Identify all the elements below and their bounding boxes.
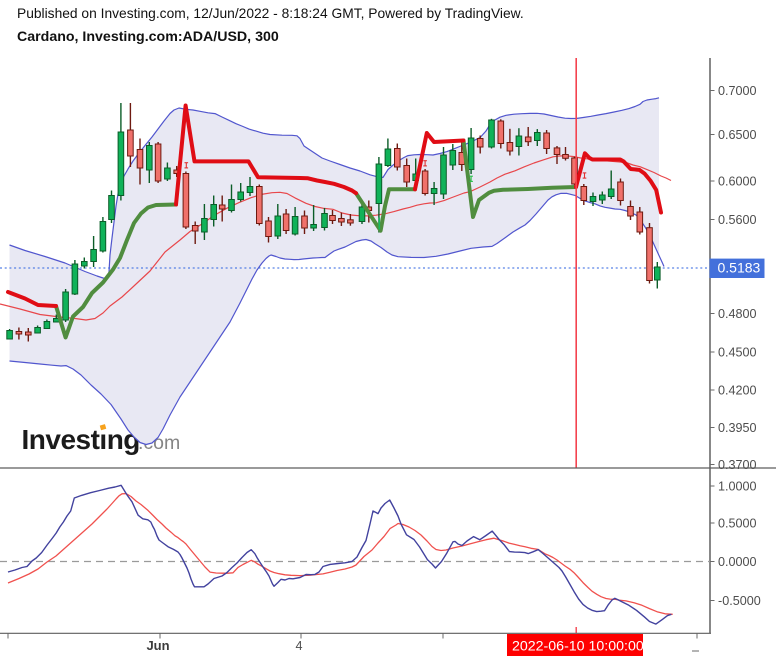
svg-text:0.5600: 0.5600: [718, 213, 757, 227]
svg-text:0.7000: 0.7000: [718, 84, 757, 98]
svg-text:Cardano, Investing.com:ADA/USD: Cardano, Investing.com:ADA/USD, 300: [17, 29, 279, 45]
svg-text:0.6500: 0.6500: [718, 128, 757, 142]
svg-text:0.4800: 0.4800: [718, 307, 757, 321]
svg-text:1.0000: 1.0000: [718, 479, 757, 493]
svg-text:-0.5000: -0.5000: [718, 594, 761, 608]
svg-text:0.5000: 0.5000: [718, 516, 757, 530]
svg-text:0.4200: 0.4200: [718, 383, 757, 397]
svg-text:0.3700: 0.3700: [718, 458, 757, 472]
svg-text:2022-06-10 10:00:00: 2022-06-10 10:00:00: [512, 639, 644, 655]
svg-text:0.5183: 0.5183: [718, 260, 761, 276]
svg-text:4: 4: [295, 639, 302, 653]
svg-text:0.3950: 0.3950: [718, 421, 757, 435]
svg-text:Jun: Jun: [146, 638, 169, 653]
svg-text:0.0000: 0.0000: [718, 555, 757, 569]
svg-text:0.6000: 0.6000: [718, 174, 757, 188]
svg-text:0.4500: 0.4500: [718, 345, 757, 359]
svg-text:Published on Investing.com, 12: Published on Investing.com, 12/Jun/2022 …: [17, 6, 524, 21]
svg-text:Investıng: Investıng: [22, 424, 140, 455]
